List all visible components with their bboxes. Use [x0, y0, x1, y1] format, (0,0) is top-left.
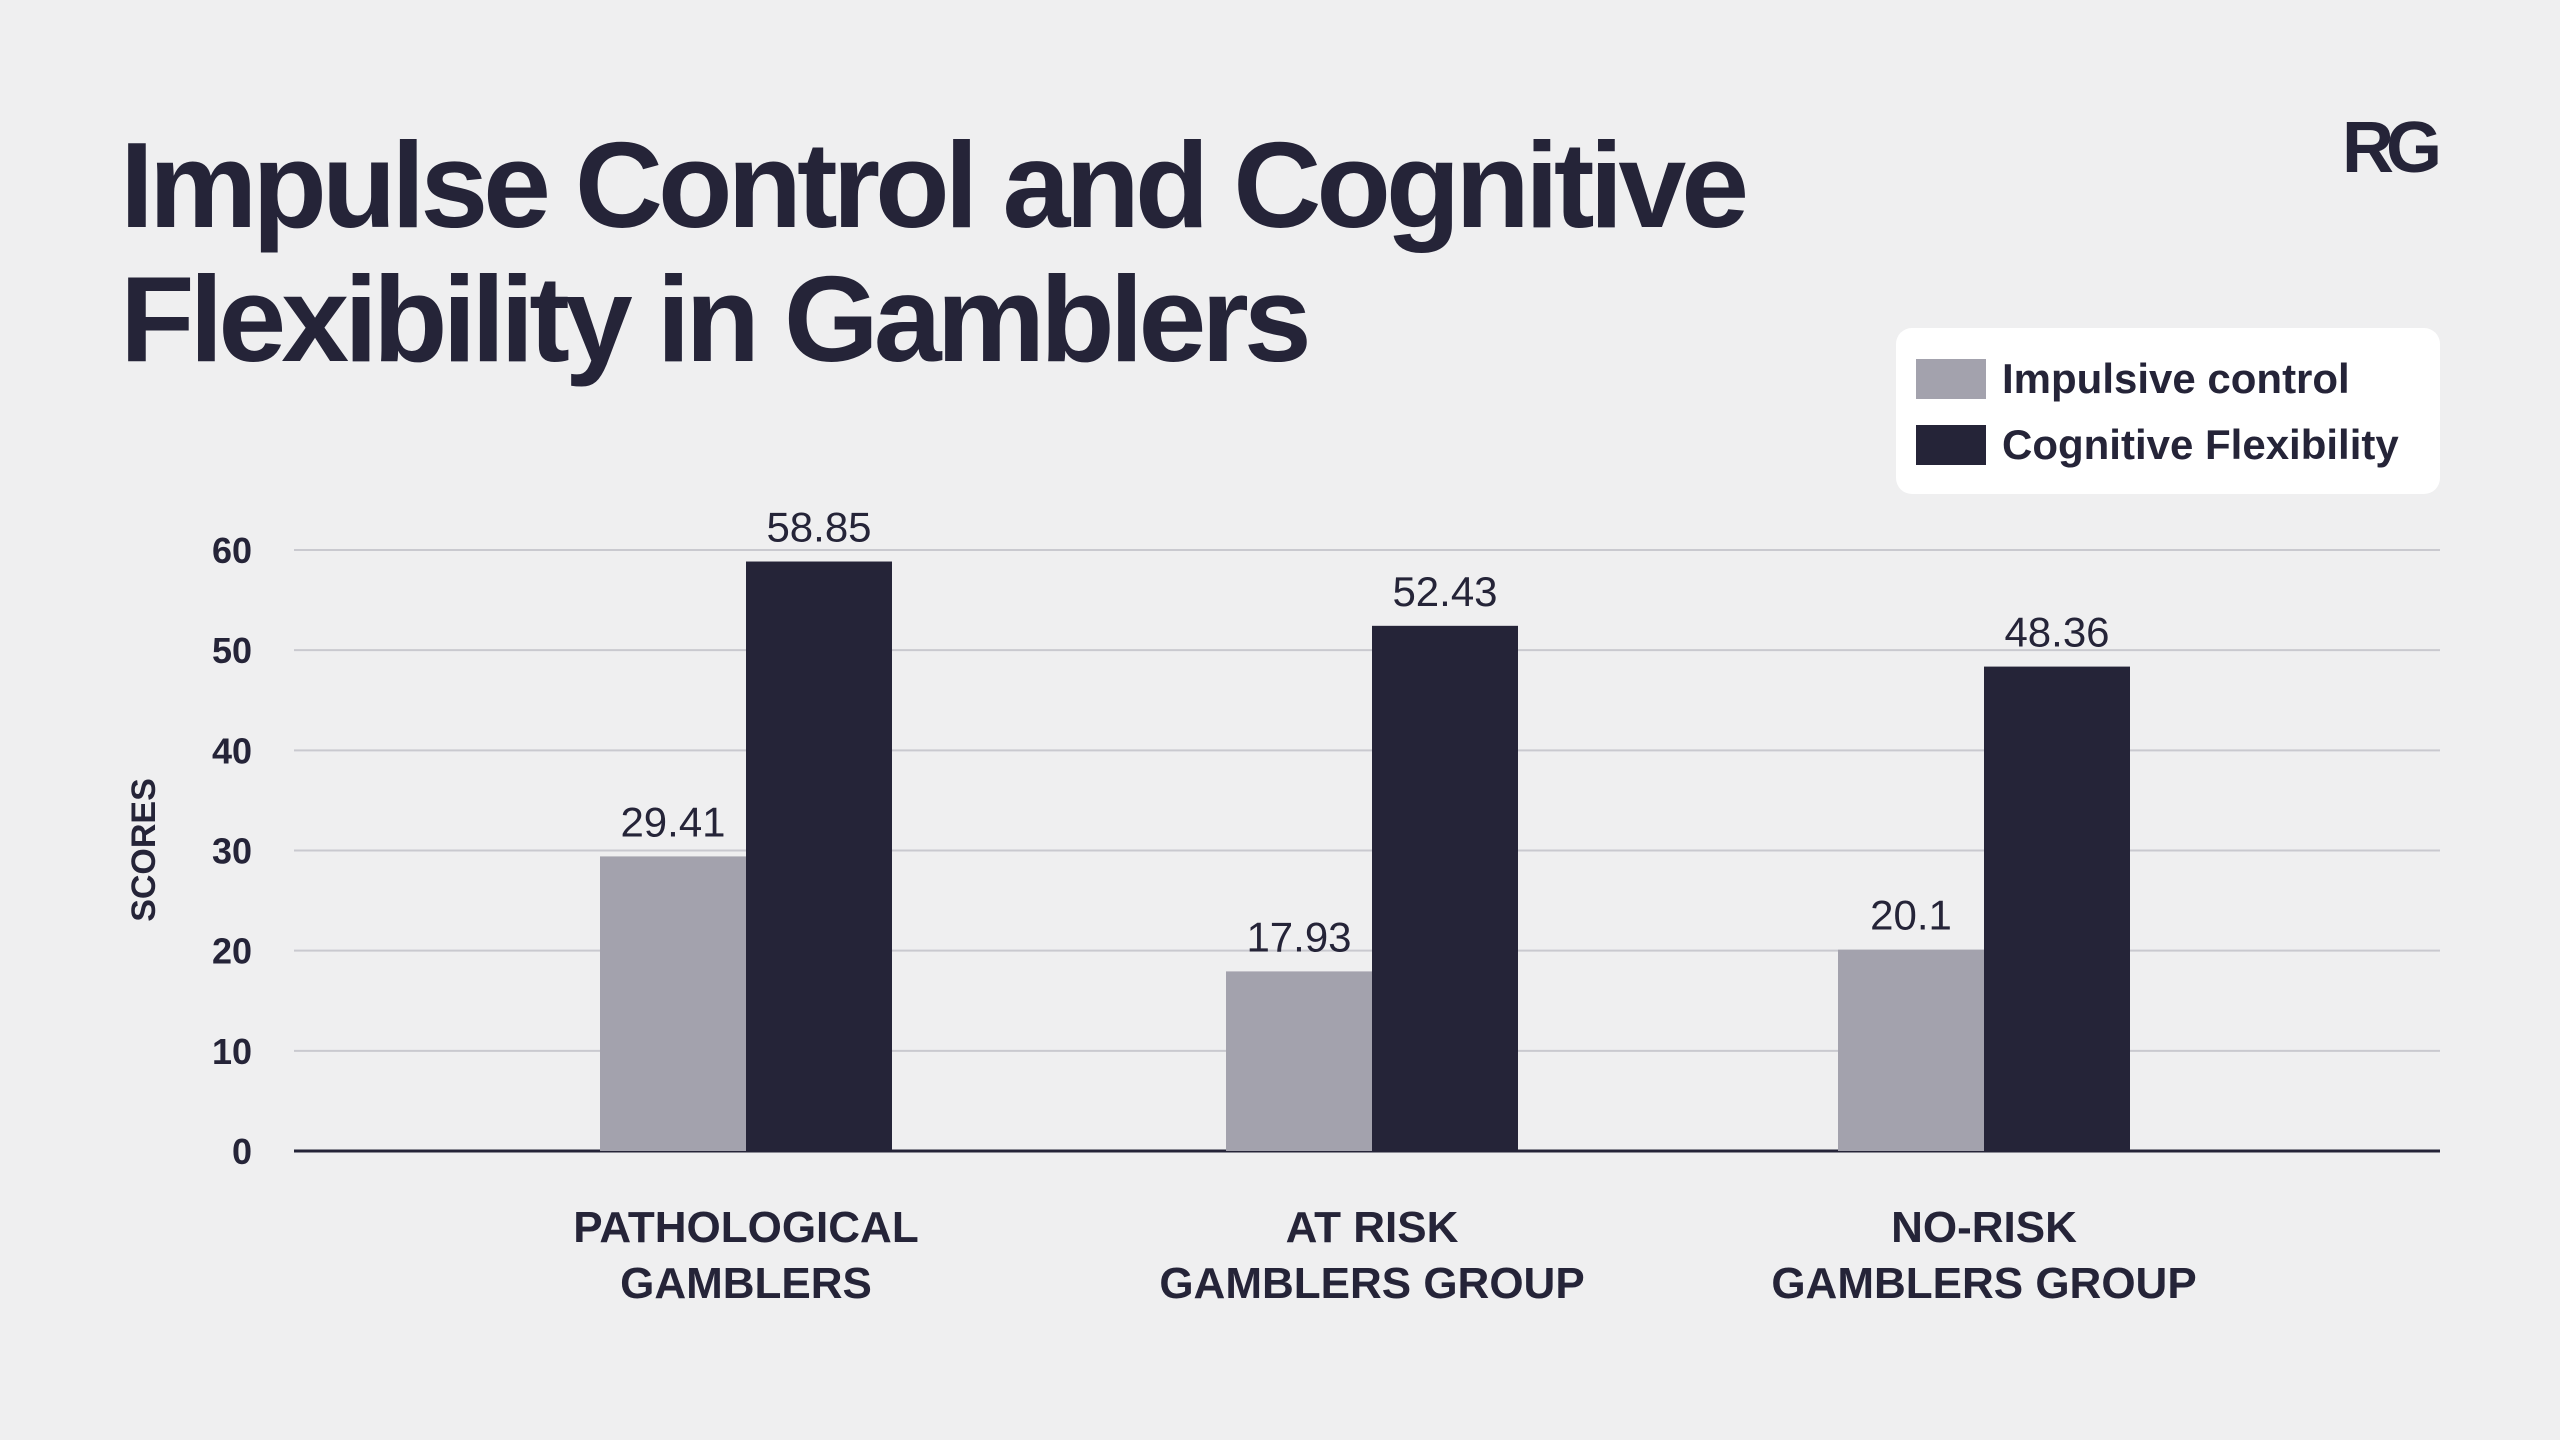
chart-legend: Impulsive control Cognitive Flexibility: [1896, 328, 2440, 494]
bar-value-label: 29.41: [620, 798, 725, 845]
bar-value-label: 52.43: [1392, 568, 1497, 615]
x-category-label: AT RISK: [1286, 1203, 1459, 1252]
legend-item-cognitive: Cognitive Flexibility: [1916, 420, 2399, 470]
y-axis-title: SCORES: [125, 778, 163, 922]
bar-value-label: 48.36: [2004, 609, 2109, 656]
x-category-label: GAMBLERS GROUP: [1771, 1259, 2196, 1308]
bar-cognitive-flexibility: [1984, 666, 2130, 1151]
bar-value-label: 20.1: [1870, 892, 1952, 939]
x-category-label: PATHOLOGICAL: [573, 1203, 918, 1252]
title-line-2: Flexibility in Gamblers: [120, 251, 1312, 387]
bar-impulsive-control: [1226, 971, 1372, 1151]
legend-item-impulsive: Impulsive control: [1916, 354, 2350, 404]
bar-impulsive-control: [600, 856, 746, 1151]
bar-cognitive-flexibility: [1372, 625, 1518, 1151]
y-tick-label: 50: [212, 630, 252, 671]
bar-value-label: 17.93: [1246, 913, 1351, 960]
rg-logo: RG: [2342, 112, 2446, 182]
title-line-1: Impulse Control and Cognitive: [120, 117, 1749, 253]
bar-cognitive-flexibility: [746, 561, 892, 1151]
data-labels: 29.41 17.93 20.1 58.85 52.43 48.36: [620, 504, 2109, 961]
y-tick-label: 0: [232, 1131, 252, 1172]
legend-swatch-cognitive: [1916, 425, 1986, 465]
x-axis-labels: PATHOLOGICAL GAMBLERS AT RISK GAMBLERS GROU…: [573, 1203, 2196, 1308]
y-tick-label: 10: [212, 1031, 252, 1072]
legend-label-impulsive: Impulsive control: [2002, 355, 2350, 402]
y-tick-label: 40: [212, 730, 252, 771]
y-tick-label: 20: [212, 931, 252, 972]
page-title: Impulse Control and Cognitive Flexibilit…: [120, 118, 2080, 386]
x-category-label: GAMBLERS GROUP: [1159, 1259, 1584, 1308]
y-tick-label: 60: [212, 530, 252, 571]
x-category-label: NO-RISK: [1891, 1203, 2077, 1252]
x-category-label: GAMBLERS: [620, 1259, 872, 1308]
bar-value-label: 58.85: [766, 504, 871, 551]
y-tick-label: 30: [212, 831, 252, 872]
bar-impulsive-control: [1838, 949, 1984, 1151]
legend-swatch-impulsive: [1916, 359, 1986, 399]
bars: [600, 561, 2130, 1151]
legend-label-cognitive: Cognitive Flexibility: [2002, 421, 2399, 468]
rg-logo-text: RG: [2342, 112, 2438, 182]
